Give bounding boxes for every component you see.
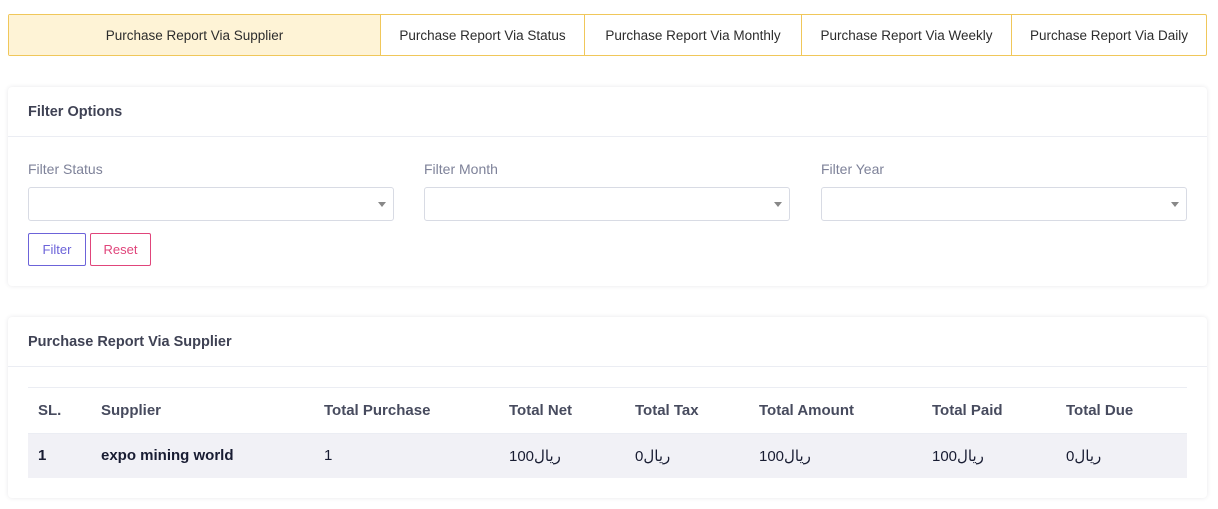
- tab-supplier[interactable]: Purchase Report Via Supplier: [9, 15, 380, 55]
- cell-total-paid: 100ريال: [932, 447, 984, 465]
- cell-total-amount: 100ريال: [759, 447, 811, 465]
- report-table-wrapper: SL. Supplier Total Purchase Total Net To…: [28, 387, 1187, 478]
- tab-status[interactable]: Purchase Report Via Status: [380, 15, 584, 55]
- filter-year-group: Filter Year: [821, 161, 1187, 221]
- column-header: Total Tax: [635, 402, 699, 419]
- filter-options-card: Filter Options Filter Status Filter Mont…: [8, 87, 1207, 286]
- cell-total-tax: 0ريال: [635, 447, 671, 465]
- filter-year-label: Filter Year: [821, 161, 885, 177]
- column-header: Total Due: [1066, 402, 1134, 419]
- report-card: Purchase Report Via Supplier SL. Supplie…: [8, 317, 1207, 498]
- filter-status-group: Filter Status: [28, 161, 394, 221]
- cell-total-due: 0ريال: [1066, 447, 1102, 465]
- filter-status-label: Filter Status: [28, 161, 103, 177]
- filter-month-select[interactable]: [424, 187, 790, 221]
- filter-status-select[interactable]: [28, 187, 394, 221]
- cell-sl: 1: [38, 447, 47, 465]
- cell-total-net: 100ريال: [509, 447, 561, 465]
- report-table: SL. Supplier Total Purchase Total Net To…: [28, 387, 1187, 478]
- caret-down-icon: [774, 202, 782, 207]
- column-header: Total Paid: [932, 402, 1003, 419]
- report-title: Purchase Report Via Supplier: [8, 317, 1207, 367]
- tab-weekly[interactable]: Purchase Report Via Weekly: [801, 15, 1011, 55]
- filter-body: Filter Status Filter Month Filter Year: [8, 137, 1207, 286]
- column-header: Total Purchase: [324, 402, 431, 419]
- caret-down-icon: [1171, 202, 1179, 207]
- filter-month-label: Filter Month: [424, 161, 498, 177]
- filter-options-title: Filter Options: [8, 87, 1207, 137]
- cell-supplier: expo mining world: [101, 447, 234, 465]
- reset-button[interactable]: Reset: [90, 233, 151, 266]
- tab-monthly[interactable]: Purchase Report Via Monthly: [584, 15, 801, 55]
- column-header: Total Amount: [759, 402, 854, 419]
- filter-year-select[interactable]: [821, 187, 1187, 221]
- table-row: 1 expo mining world 1 100ريال 0ريال 100ر…: [28, 433, 1187, 478]
- column-header: Supplier: [101, 402, 162, 419]
- tab-daily[interactable]: Purchase Report Via Daily: [1011, 15, 1206, 55]
- filter-button[interactable]: Filter: [28, 233, 86, 266]
- column-header: SL.: [38, 402, 62, 419]
- caret-down-icon: [378, 202, 386, 207]
- report-tabs: Purchase Report Via Supplier Purchase Re…: [8, 14, 1207, 56]
- filter-month-group: Filter Month: [424, 161, 790, 221]
- cell-total-purchase: 1: [324, 447, 333, 465]
- table-header-row: SL. Supplier Total Purchase Total Net To…: [28, 387, 1187, 434]
- column-header: Total Net: [509, 402, 573, 419]
